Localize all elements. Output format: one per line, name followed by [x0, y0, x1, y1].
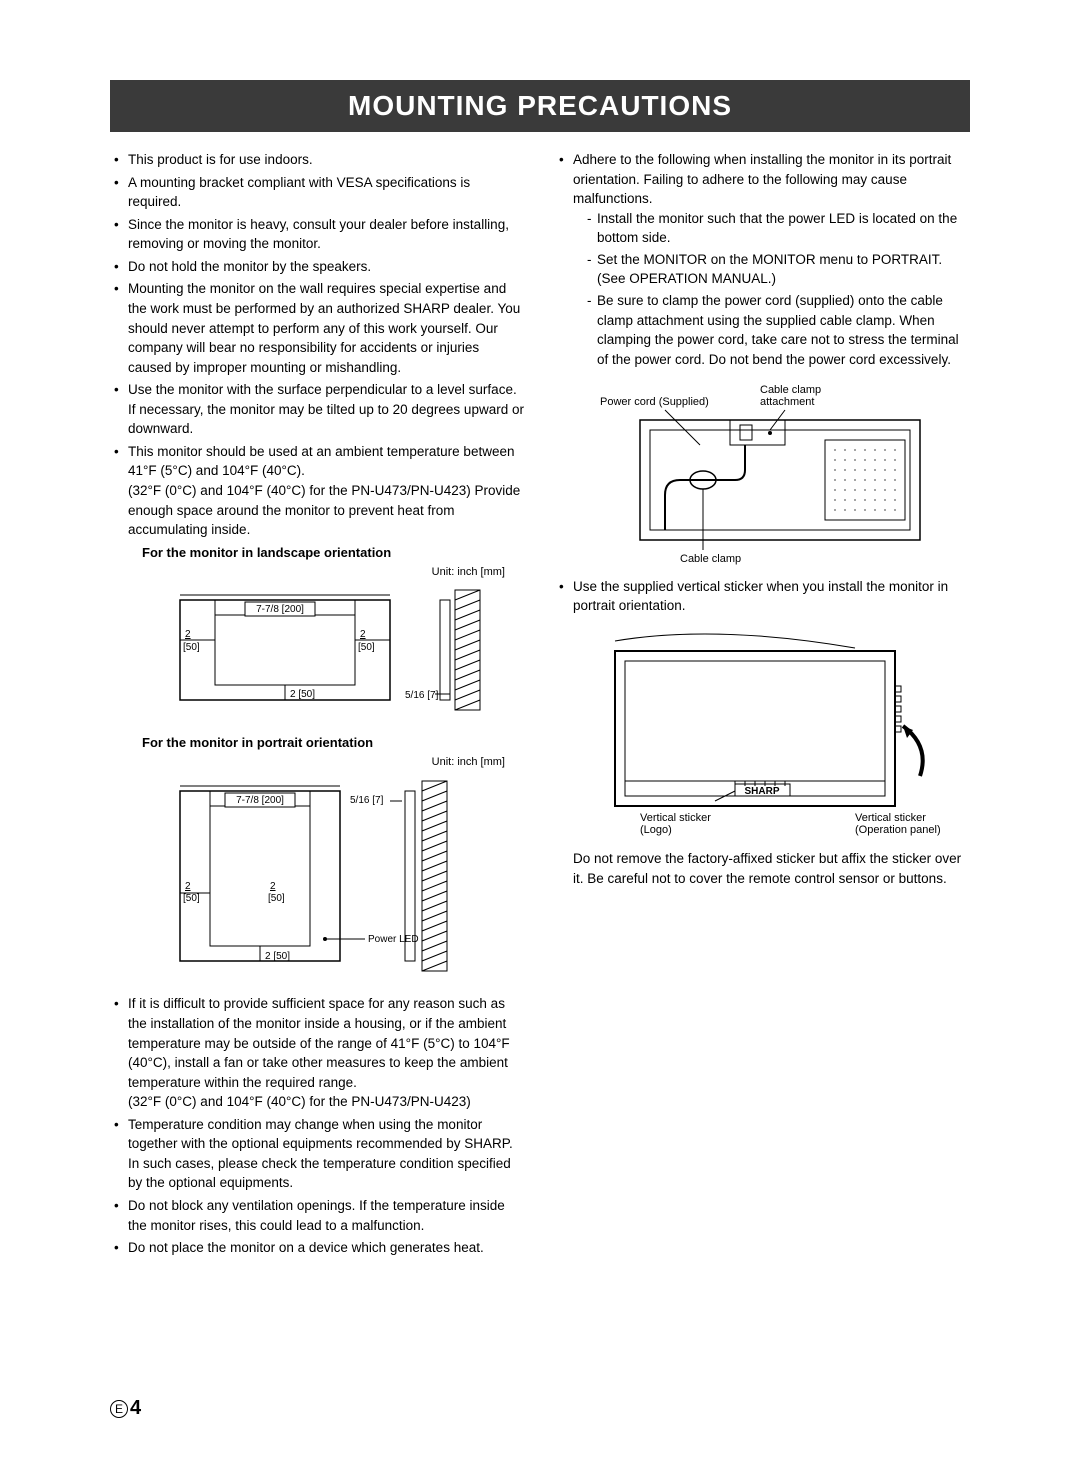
right-column: Adhere to the following when installing … [555, 150, 970, 1261]
unit-label: Unit: inch [mm] [170, 755, 525, 771]
svg-text:(Operation panel): (Operation panel) [855, 824, 941, 836]
landscape-svg: 7-7/8 [200] 2 [50] 2 [50] 2 [50] [170, 580, 490, 720]
svg-text:[50]: [50] [268, 893, 285, 904]
bullet: A mounting bracket compliant with VESA s… [110, 173, 525, 212]
svg-text:[50]: [50] [183, 893, 200, 904]
portrait-svg: 7-7/8 [200] 2 [50] 2 [50] 2 [50] Power L… [170, 771, 490, 981]
sub-bullet: Set the MONITOR on the MONITOR menu to P… [587, 250, 970, 289]
diagram-landscape: Unit: inch [mm] 7-7/8 [200] 2 [50] [170, 565, 525, 727]
bullet: Do not block any ventilation openings. I… [110, 1196, 525, 1235]
svg-text:5/16 [7]: 5/16 [7] [350, 795, 384, 806]
svg-text:Power LED: Power LED [368, 934, 419, 945]
svg-text:Vertical sticker: Vertical sticker [855, 812, 926, 824]
page-letter: E [110, 1400, 128, 1418]
bullet: Use the supplied vertical sticker when y… [555, 577, 970, 616]
page-num-value: 4 [130, 1397, 141, 1419]
sticker-diagram: SHARP Vertical sticker (Logo) Vertical s… [585, 626, 970, 842]
diagram-portrait: Unit: inch [mm] 7-7/8 [200] 2 [50] 2 [50… [170, 755, 525, 987]
unit-label: Unit: inch [mm] [170, 565, 525, 581]
svg-text:5/16 [7]: 5/16 [7] [405, 690, 439, 701]
bullet: Adhere to the following when installing … [555, 150, 970, 369]
svg-text:2: 2 [185, 629, 191, 640]
content-columns: This product is for use indoors. A mount… [110, 150, 970, 1261]
svg-text:Cable clamp: Cable clamp [680, 553, 741, 565]
sub-bullet: Install the monitor such that the power … [587, 209, 970, 248]
bullet: Mounting the monitor on the wall require… [110, 279, 525, 377]
left-bullets-a: This product is for use indoors. A mount… [110, 150, 525, 540]
svg-text:[50]: [50] [183, 642, 200, 653]
bullet-text: Adhere to the following when installing … [573, 152, 951, 206]
page-title: MOUNTING PRECAUTIONS [110, 80, 970, 132]
svg-text:2: 2 [270, 881, 276, 892]
diagram1-title: For the monitor in landscape orientation [142, 544, 525, 563]
page-number: E4 [110, 1397, 141, 1420]
bullet: Since the monitor is heavy, consult your… [110, 215, 525, 254]
diagram2-title: For the monitor in portrait orientation [142, 734, 525, 753]
svg-text:Power cord (Supplied): Power cord (Supplied) [600, 396, 709, 408]
svg-text:7-7/8 [200]: 7-7/8 [200] [236, 795, 284, 806]
bullet: This monitor should be used at an ambien… [110, 442, 525, 540]
svg-text:2 [50]: 2 [50] [290, 689, 315, 700]
sub-bullet: Be sure to clamp the power cord (supplie… [587, 291, 970, 369]
svg-text:2 [50]: 2 [50] [265, 951, 290, 962]
bullet: Use the monitor with the surface perpend… [110, 380, 525, 439]
bullet: Do not hold the monitor by the speakers. [110, 257, 525, 277]
svg-text:7-7/8 [200]: 7-7/8 [200] [256, 604, 304, 615]
svg-text:[50]: [50] [358, 642, 375, 653]
bullet: Do not place the monitor on a device whi… [110, 1238, 525, 1258]
svg-text:(Logo): (Logo) [640, 824, 672, 836]
svg-text:Cable clamp: Cable clamp [760, 384, 821, 396]
svg-text:SHARP: SHARP [744, 786, 779, 797]
bullet: If it is difficult to provide sufficient… [110, 994, 525, 1111]
svg-text:attachment: attachment [760, 396, 814, 408]
svg-text:2: 2 [360, 629, 366, 640]
left-bullets-b: If it is difficult to provide sufficient… [110, 994, 525, 1257]
cable-diagram: Power cord (Supplied) Cable clamp attach… [585, 375, 970, 571]
svg-text:2: 2 [185, 881, 191, 892]
sticker-note: Do not remove the factory-affixed sticke… [555, 849, 970, 888]
bullet: Temperature condition may change when us… [110, 1115, 525, 1193]
left-column: This product is for use indoors. A mount… [110, 150, 525, 1261]
bullet: This product is for use indoors. [110, 150, 525, 170]
svg-text:Vertical sticker: Vertical sticker [640, 812, 711, 824]
